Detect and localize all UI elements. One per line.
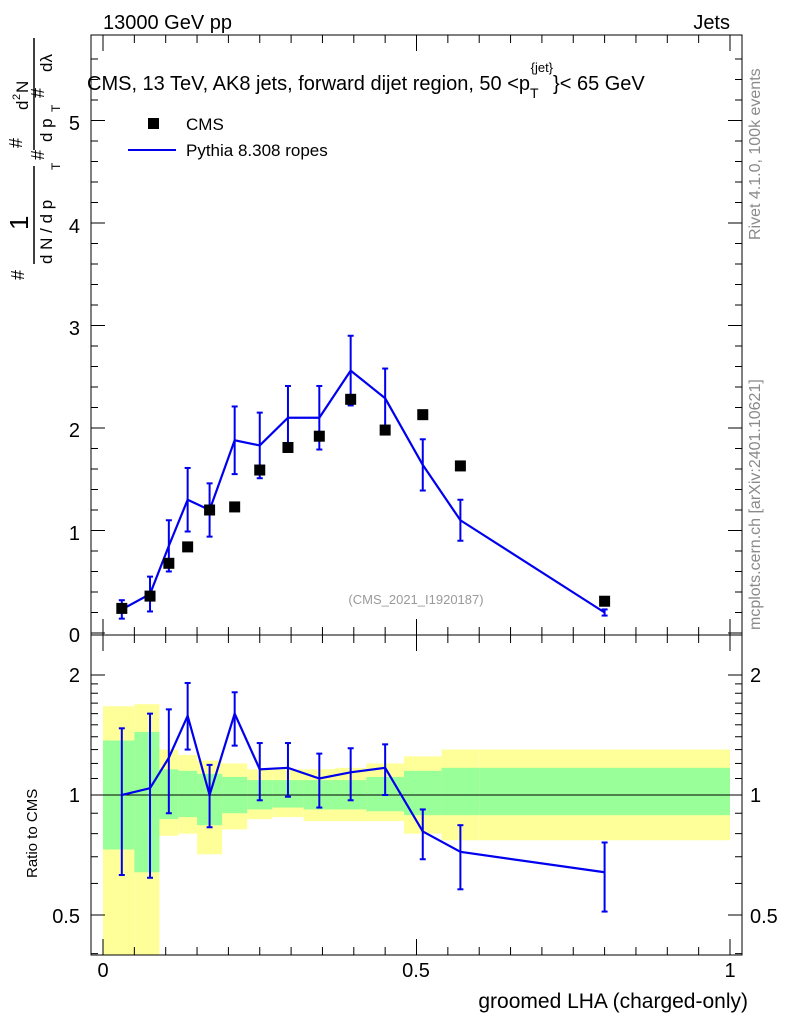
ylabel-d2: d	[13, 101, 32, 110]
legend-label-pythia: Pythia 8.308 ropes	[186, 141, 328, 160]
ratio-band-green	[403, 770, 442, 816]
cms-data-point	[204, 504, 216, 516]
analysis-watermark: (CMS_2021_I1920187)	[348, 592, 483, 607]
ylabel-hash3: #	[6, 138, 26, 148]
title-main: CMS, 13 TeV, AK8 jets, forward dijet reg…	[87, 73, 530, 95]
ylabel-denominator: d N / d p	[37, 200, 56, 264]
legend: CMS Pythia 8.308 ropes	[128, 115, 328, 160]
cms-data-point	[454, 460, 466, 472]
cms-data-point	[229, 501, 241, 513]
ylabel-hash1: #	[8, 270, 28, 280]
main-y-tick-label: 4	[69, 216, 80, 238]
title-sub: T	[530, 85, 539, 101]
ratio-line	[121, 710, 605, 874]
header-right: Jets	[693, 12, 730, 34]
rivet-label: Rivet 4.1.0, 100k events	[747, 68, 764, 240]
cms-data-point	[254, 464, 266, 476]
cms-data-point	[144, 590, 156, 602]
cms-data-point	[345, 393, 357, 405]
main-y-tick-label: 5	[69, 113, 80, 135]
header-left: 13000 GeV pp	[103, 12, 232, 34]
chart-title: CMS, 13 TeV, AK8 jets, forward dijet reg…	[87, 60, 645, 101]
x-axis-label: groomed LHA (charged-only)	[478, 990, 748, 1013]
ratio-band-green	[441, 767, 480, 816]
ylabel-dlambda: dλ	[37, 54, 56, 72]
ratio-y-tick-label-right: 2	[750, 665, 761, 687]
ratio-axis-ticks	[91, 635, 742, 955]
ylabel-N: N	[13, 81, 32, 93]
main-y-axis-label: # 1 d N / d p T # d 2 N # d p T # dλ	[4, 38, 63, 280]
x-tick-labels: 0 0.5 1	[97, 960, 735, 982]
ratio-band-green	[178, 770, 198, 818]
ratio-y-tick-label: 2	[69, 665, 80, 687]
ratio-bands	[103, 704, 730, 955]
title-end: }< 65 GeV	[553, 73, 645, 95]
ratio-panel: 0.5 1 2 0.5 1 2 0 0.5 1 groomed LHA (cha…	[24, 634, 778, 1013]
ylabel-hash4: #	[28, 88, 48, 98]
cms-data-point	[282, 441, 294, 453]
main-y-tick-label: 1	[69, 523, 80, 545]
ylabel-sub-T1: T	[49, 162, 63, 170]
ylabel-dpT: d p	[37, 118, 56, 142]
cms-data-point	[313, 430, 325, 442]
cms-data-point	[163, 557, 175, 569]
ylabel-sup-2: 2	[11, 94, 23, 100]
ratio-y-tick-label-right: 0.5	[750, 906, 778, 928]
ratio-band-green	[479, 767, 730, 816]
ratio-y-tick-label: 0.5	[52, 906, 80, 928]
cms-data-point	[182, 541, 194, 553]
cms-data-point	[599, 595, 611, 607]
x-tick-label: 0.5	[402, 960, 430, 982]
x-tick-label: 1	[724, 960, 735, 982]
cms-data-point	[417, 409, 429, 421]
mcplots-label: mcplots.cern.ch [arXiv:2401.10621]	[747, 379, 764, 630]
x-tick-label: 0	[97, 960, 108, 982]
main-y-tick-label: 3	[69, 318, 80, 340]
ratio-band-green	[134, 731, 160, 873]
cms-data-point	[116, 602, 128, 614]
ratio-series	[118, 681, 608, 913]
ratio-y-axis-label: Ratio to CMS	[24, 789, 41, 878]
ratio-y-tick-label-right: 1	[750, 785, 761, 807]
pythia-line	[121, 368, 606, 614]
legend-marker-cms	[148, 118, 159, 129]
ylabel-sub-T2: T	[49, 104, 63, 112]
ratio-y-tick-label: 1	[69, 785, 80, 807]
ratio-y-tick-labels: 0.5 1 2 0.5 1 2	[52, 665, 778, 928]
cms-data-point	[379, 424, 391, 436]
ylabel-one: 1	[4, 216, 34, 230]
ylabel-hash2: #	[28, 150, 48, 160]
legend-label-cms: CMS	[186, 115, 224, 134]
main-panel: 0 1 2 3 4 5 CMS, 13 TeV, AK8 jets, forwa…	[4, 34, 743, 647]
main-y-tick-label: 0	[69, 625, 80, 647]
title-sup: {jet}	[531, 60, 554, 75]
main-y-tick-label: 2	[69, 420, 80, 442]
main-axis-ticks	[91, 35, 742, 635]
main-y-tick-labels: 0 1 2 3 4 5	[69, 113, 80, 647]
main-series	[116, 334, 611, 620]
